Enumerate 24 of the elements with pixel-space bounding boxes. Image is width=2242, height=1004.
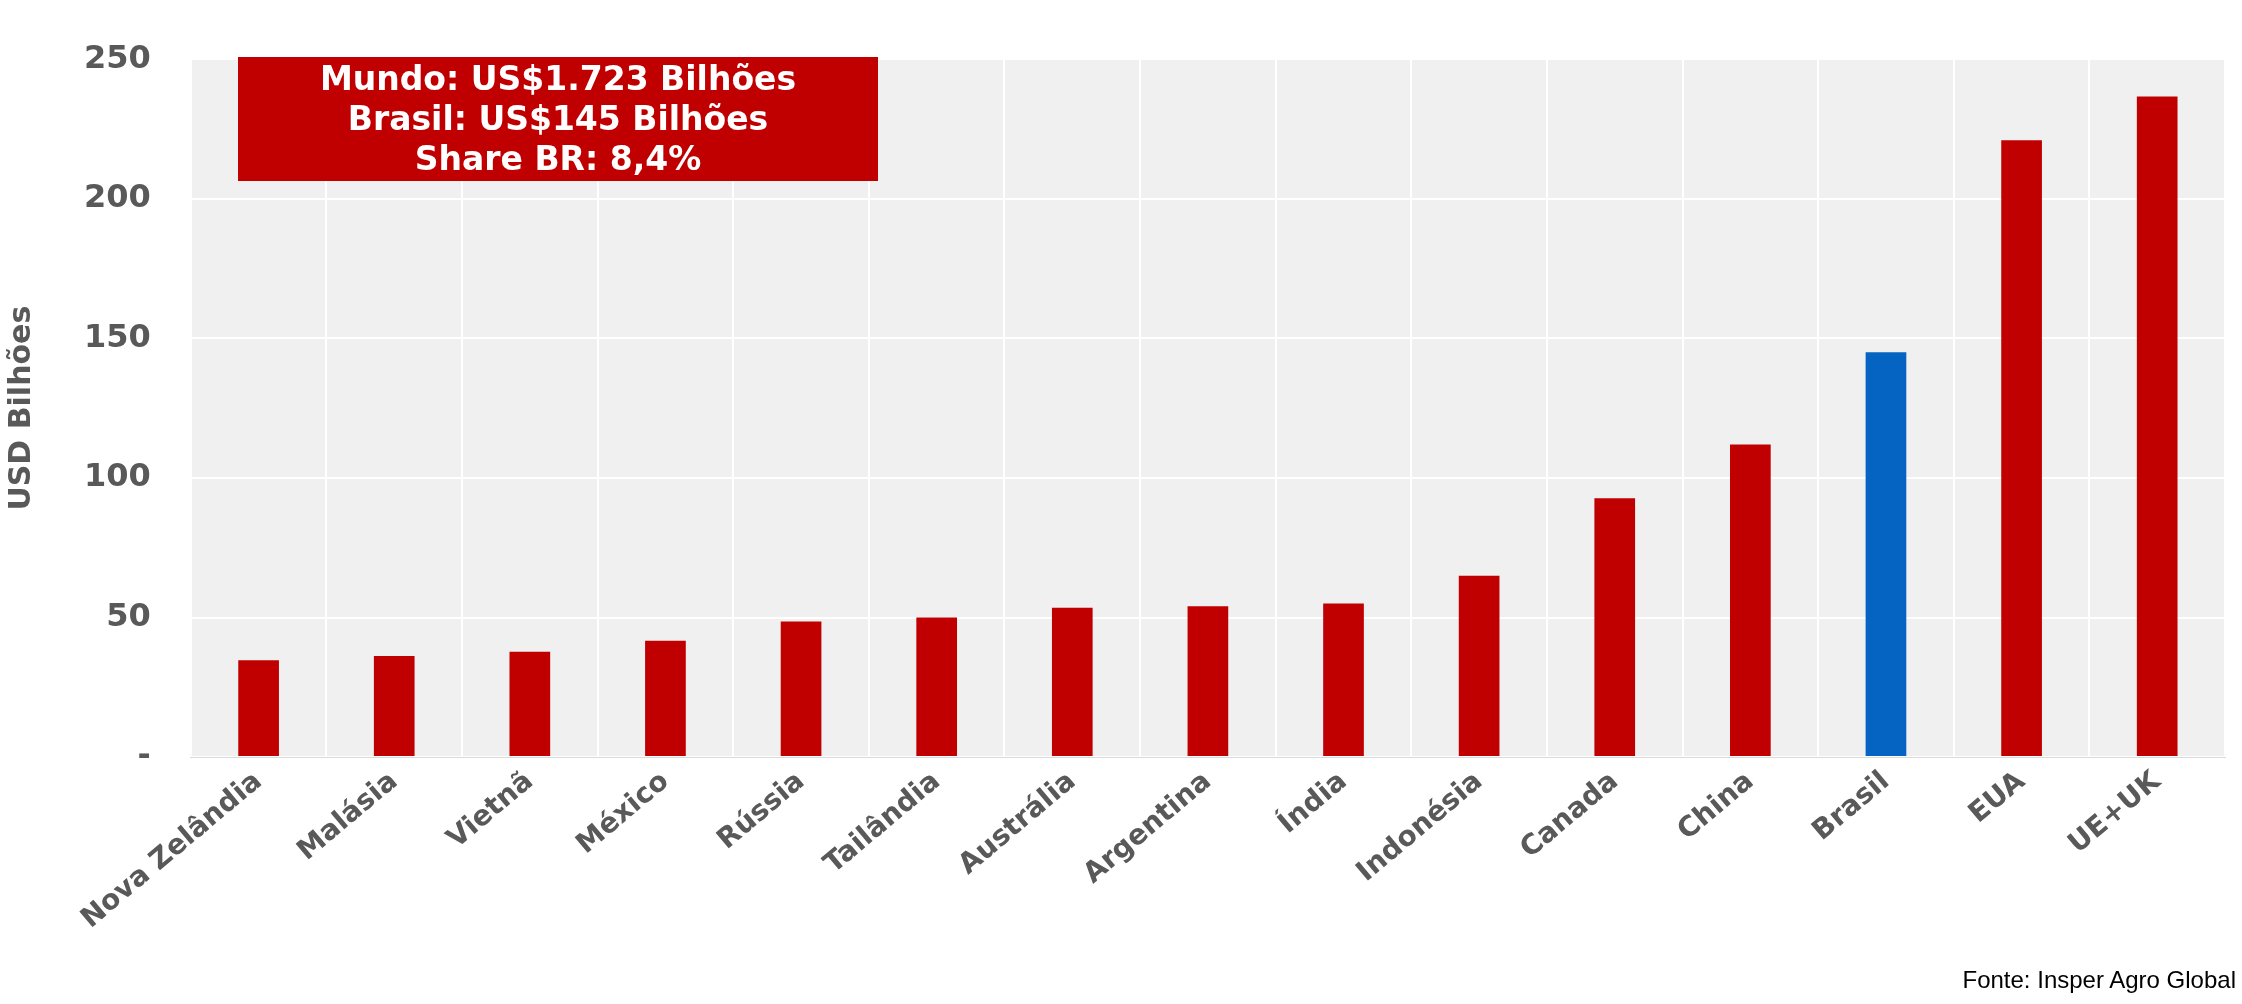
bar	[1187, 606, 1229, 757]
bar	[1730, 444, 1771, 757]
y-axis-title: USD Bilhões	[1, 305, 37, 511]
bar	[1323, 603, 1364, 757]
bar	[238, 660, 279, 757]
bar	[645, 640, 686, 757]
y-tick-label: 50	[106, 595, 151, 634]
y-tick-label: 250	[84, 37, 151, 76]
y-tick-label: 100	[84, 456, 151, 495]
bar	[373, 656, 415, 757]
bar	[916, 617, 958, 757]
bar	[509, 651, 551, 757]
bar	[2001, 140, 2042, 757]
bar	[2136, 96, 2178, 757]
note-box: Mundo: US$1.723 Bilhões Brasil: US$145 Bilhões Share BR: 8,4%	[238, 57, 878, 181]
y-tick-label: 150	[84, 316, 151, 355]
bar	[1458, 575, 1500, 757]
y-tick-label: 200	[84, 177, 151, 216]
bar	[1051, 607, 1093, 757]
bar	[780, 621, 822, 757]
source-note: Fonte: Insper Agro Global	[1962, 966, 2236, 994]
bar	[1594, 498, 1636, 757]
y-tick-label: -	[137, 735, 151, 774]
bar	[1865, 352, 1907, 757]
